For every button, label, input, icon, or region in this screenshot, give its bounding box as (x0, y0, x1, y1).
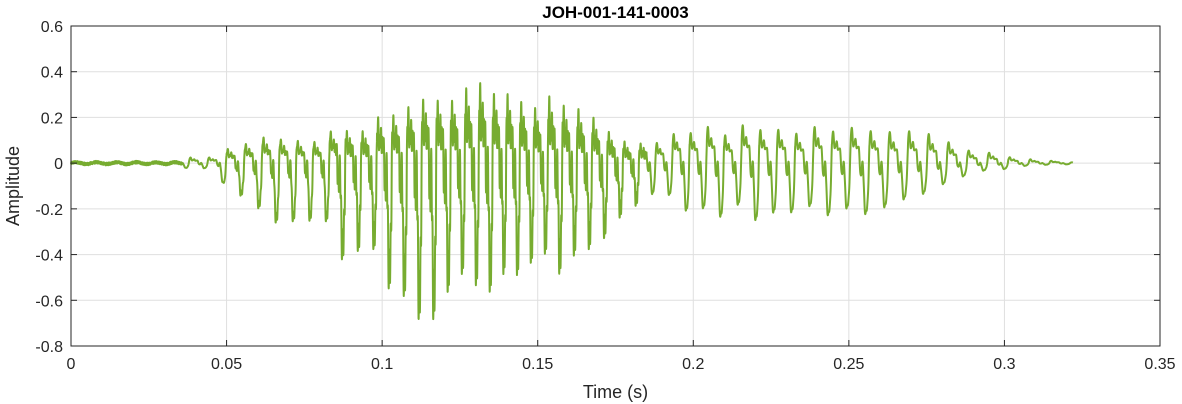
x-tick-label: 0.2 (682, 356, 704, 373)
x-tick-label: 0.3 (993, 356, 1015, 373)
x-tick-label: 0.1 (371, 356, 393, 373)
waveform-series-line (70, 82, 1074, 321)
axes-box (70, 25, 1161, 347)
tick-marks (70, 25, 1161, 347)
y-tick-label: -0.6 (35, 293, 63, 310)
y-axis-label: Amplitude (3, 146, 23, 226)
y-tick-label: 0.4 (41, 65, 63, 82)
y-tick-label: -0.4 (35, 248, 63, 265)
y-tick-label: 0 (54, 156, 63, 173)
y-tick-label: 0.6 (41, 19, 63, 36)
plot-area (71, 26, 1160, 346)
y-tick-label: 0.2 (41, 110, 63, 127)
series-layer (70, 82, 1074, 321)
x-tick-label: 0.15 (522, 356, 553, 373)
chart-title: JOH-001-141-0003 (542, 3, 688, 22)
x-tick-label: 0.25 (833, 356, 864, 373)
x-tick-label: 0 (67, 356, 76, 373)
y-tick-label: -0.8 (35, 339, 63, 356)
y-tick-label: -0.2 (35, 202, 63, 219)
tick-labels: 0 0.05 0.1 0.15 0.2 0.25 0.3 0.35 -0.8 -0.6 -0.4 -0… (35, 19, 1175, 373)
x-tick-label: 0.05 (211, 356, 242, 373)
x-axis-label: Time (s) (583, 382, 648, 402)
x-tick-label: 0.35 (1144, 356, 1175, 373)
